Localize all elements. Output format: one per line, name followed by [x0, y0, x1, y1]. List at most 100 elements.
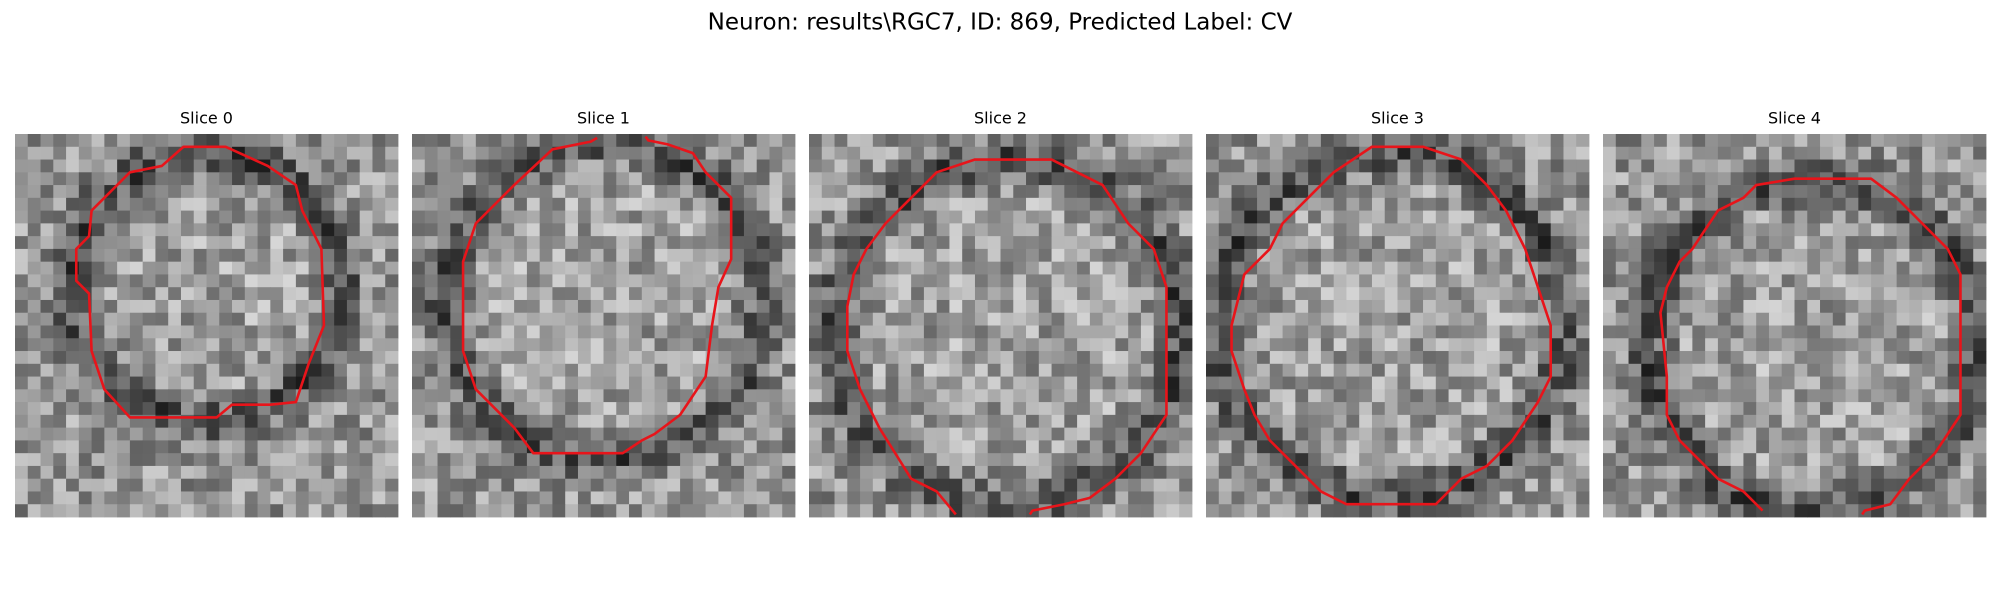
pixel: [809, 172, 823, 186]
pixel: [860, 478, 874, 492]
pixel: [577, 159, 592, 173]
pixel: [1654, 210, 1668, 224]
pixel: [1102, 414, 1116, 429]
pixel: [1960, 402, 1974, 416]
pixel: [450, 223, 464, 237]
pixel: [629, 287, 643, 301]
pixel: [257, 351, 271, 365]
pixel: [1410, 376, 1424, 390]
pixel: [1269, 325, 1283, 339]
pixel: [1486, 414, 1501, 429]
pixel: [1435, 210, 1449, 224]
pixel: [359, 210, 373, 224]
pixel: [257, 465, 271, 480]
pixel: [743, 223, 758, 237]
pixel: [1257, 465, 1271, 480]
pixel: [782, 325, 796, 339]
pixel: [475, 440, 489, 454]
pixel: [1756, 376, 1770, 390]
pixel: [898, 351, 912, 365]
pixel: [1756, 248, 1770, 263]
pixel: [1218, 185, 1232, 199]
pixel: [488, 299, 502, 314]
pixel: [1807, 312, 1821, 326]
pixel: [1794, 504, 1808, 518]
pixel: [962, 504, 976, 518]
pixel: [1717, 491, 1732, 505]
pixel: [1308, 134, 1322, 148]
pixel: [1909, 338, 1923, 352]
pixel: [974, 427, 989, 441]
pixel: [590, 363, 604, 377]
pixel: [1179, 248, 1193, 263]
pixel: [1550, 504, 1564, 518]
pixel: [590, 299, 604, 314]
pixel: [911, 223, 925, 237]
pixel: [809, 402, 823, 416]
pixel: [911, 325, 925, 339]
pixel: [1102, 440, 1116, 454]
pixel: [590, 402, 604, 416]
pixel: [834, 210, 848, 224]
pixel: [1077, 236, 1091, 250]
pixel: [346, 299, 361, 314]
pixel: [40, 287, 54, 301]
pixel: [692, 248, 707, 263]
pixel: [1397, 299, 1411, 314]
pixel: [1282, 287, 1296, 301]
pixel: [372, 338, 386, 352]
pixel: [1128, 274, 1142, 288]
pixel: [295, 159, 310, 173]
pixel: [860, 453, 874, 467]
pixel: [962, 402, 976, 416]
pixel: [1909, 504, 1923, 518]
pixel: [756, 134, 770, 148]
pixel: [1576, 312, 1590, 326]
pixel: [1525, 491, 1539, 505]
pixel: [40, 402, 54, 416]
pixel: [15, 223, 29, 237]
pixel: [104, 402, 118, 416]
pixel: [1628, 427, 1642, 441]
pixel: [667, 159, 681, 173]
pixel: [104, 299, 118, 314]
pixel: [769, 146, 783, 160]
pixel: [1474, 402, 1488, 416]
pixel: [1333, 325, 1347, 339]
pixel: [283, 351, 297, 365]
pixel: [53, 146, 67, 160]
pixel: [1295, 376, 1309, 390]
pixel: [142, 453, 156, 467]
pixel: [1051, 338, 1065, 352]
pixel: [603, 287, 617, 301]
pixel: [1397, 414, 1411, 429]
pixel: [1807, 210, 1821, 224]
pixel: [1218, 414, 1232, 429]
pixel: [1692, 389, 1706, 403]
pixel: [577, 402, 592, 416]
pixel: [104, 453, 118, 467]
pixel: [1051, 287, 1065, 301]
pixel: [359, 440, 373, 454]
pixel: [1525, 351, 1539, 365]
pixel: [769, 465, 783, 480]
pixel: [1705, 159, 1719, 173]
pixel: [1448, 453, 1462, 467]
pixel: [987, 134, 1001, 148]
pixel: [15, 172, 29, 186]
pixel: [1717, 248, 1732, 263]
pixel: [1013, 478, 1027, 492]
pixel: [1410, 185, 1424, 199]
pixel: [1717, 172, 1732, 186]
pixel: [1397, 402, 1411, 416]
pixel: [1781, 146, 1795, 160]
pixel: [450, 236, 464, 250]
pixel: [1883, 504, 1898, 518]
pixel: [1576, 146, 1590, 160]
pixel: [1730, 274, 1744, 288]
pixel: [1295, 274, 1309, 288]
pixel: [962, 491, 976, 505]
pixel: [232, 172, 246, 186]
pixel: [1026, 236, 1040, 250]
pixel: [1269, 261, 1283, 275]
